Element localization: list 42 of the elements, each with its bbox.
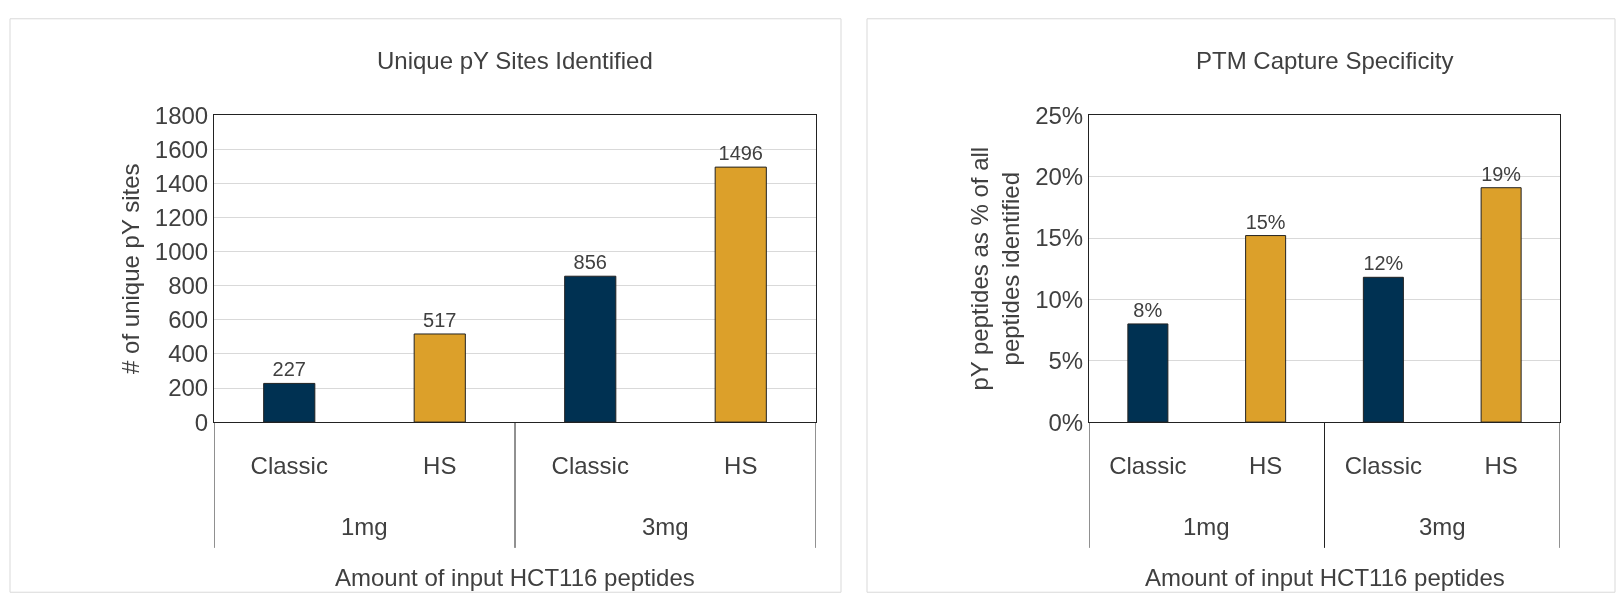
- y-tick-label: 1400: [154, 169, 209, 197]
- y-tick-label: 25%: [1035, 101, 1084, 129]
- y-tick-label: 1200: [154, 203, 209, 231]
- x-axis-title: Amount of input HCT116 peptides: [1145, 564, 1505, 591]
- y-tick-label: 10%: [1035, 285, 1084, 313]
- x-tick-label: HS: [1484, 451, 1518, 479]
- y-tick-label: 1800: [154, 101, 209, 129]
- x-tick-label: HS: [724, 451, 758, 479]
- y-tick-label: 20%: [1035, 163, 1084, 191]
- text: 1mg: [1183, 513, 1230, 540]
- data-label: 15%: [1245, 210, 1286, 233]
- x-axis-title: Amount of input HCT116 peptides: [335, 564, 695, 591]
- data-label: 856: [573, 251, 607, 274]
- y-tick-label: 1000: [154, 238, 209, 266]
- y-tick-label: 5%: [1048, 347, 1084, 375]
- text: 3mg: [642, 513, 689, 540]
- x-tick-label: Classic: [250, 451, 328, 479]
- y-tick-label: 600: [168, 306, 209, 334]
- x-tick-label: HS: [423, 451, 457, 479]
- data-label: 8%: [1133, 298, 1163, 321]
- y-tick-label: 200: [168, 374, 209, 402]
- x-tick-label: Classic: [551, 451, 629, 479]
- data-label: 1496: [718, 142, 764, 165]
- text: 3mg: [1419, 513, 1466, 540]
- y-axis-title: # of unique pY sites: [116, 163, 144, 374]
- y-tick-label: 0%: [1048, 408, 1084, 436]
- data-label: 12%: [1363, 252, 1404, 275]
- y-tick-label: 400: [168, 340, 209, 368]
- y-tick-label: 0: [194, 408, 209, 436]
- chart-title: PTM Capture Specificity: [1196, 47, 1454, 74]
- text: 1mg: [341, 513, 388, 540]
- y-axis-title: pY peptides as % of all peptides identified: [966, 146, 1025, 391]
- data-label: 227: [272, 358, 306, 381]
- x-tick-label: HS: [1248, 451, 1283, 479]
- data-label: 19%: [1481, 162, 1521, 185]
- chart-title: Unique pY Sites Identified: [377, 47, 653, 74]
- y-tick-label: 15%: [1035, 224, 1084, 252]
- y-tick-label: 800: [168, 272, 209, 300]
- x-tick-label: Classic: [1109, 451, 1187, 479]
- y-tick-label: 1600: [154, 135, 209, 163]
- data-label: 517: [423, 308, 457, 331]
- x-tick-label: Classic: [1344, 451, 1423, 479]
